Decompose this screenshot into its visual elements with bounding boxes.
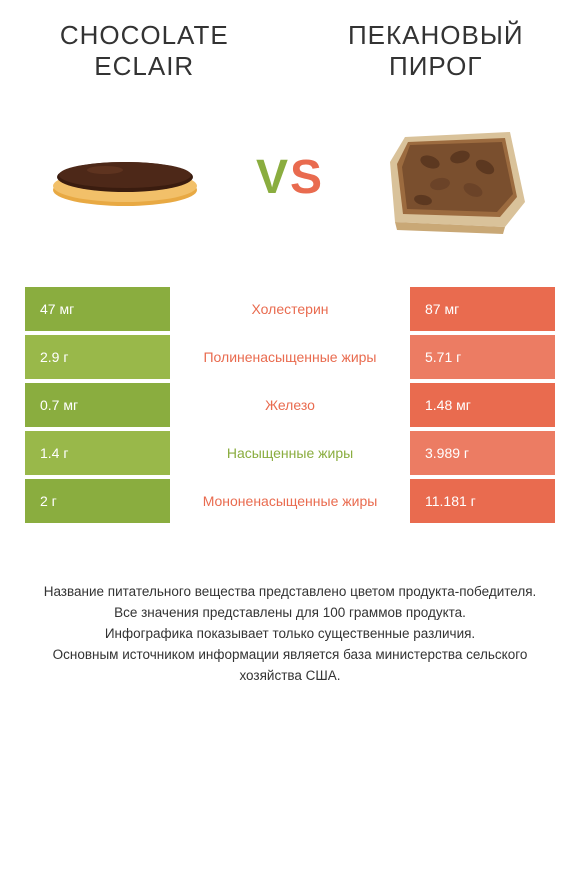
heading-right: ПЕКАНОВЫЙ ПИРОГ: [317, 20, 556, 82]
footer-line: Основным источником информации является …: [35, 645, 545, 687]
images-row: VS: [25, 112, 555, 242]
right-value-cell: 87 мг: [410, 287, 555, 331]
footer-line: Название питательного вещества представл…: [35, 582, 545, 603]
vs-v: V: [256, 151, 290, 204]
footer-line: Все значения представлены для 100 граммо…: [35, 603, 545, 624]
nutrient-label: Насыщенные жиры: [170, 431, 410, 475]
headings-row: CHOCOLATE ECLAIR ПЕКАНОВЫЙ ПИРОГ: [25, 20, 555, 82]
footer-text: Название питательного вещества представл…: [25, 582, 555, 687]
vs-s: S: [290, 151, 324, 204]
right-value-cell: 3.989 г: [410, 431, 555, 475]
nutrient-label: Железо: [170, 383, 410, 427]
right-value-cell: 1.48 мг: [410, 383, 555, 427]
comparison-table: 47 мгХолестерин87 мг2.9 гПолиненасыщенны…: [25, 287, 555, 527]
left-value-cell: 2 г: [25, 479, 170, 523]
comparison-row: 1.4 гНасыщенные жиры3.989 г: [25, 431, 555, 475]
right-value-cell: 11.181 г: [410, 479, 555, 523]
comparison-row: 2.9 гПолиненасыщенные жиры5.71 г: [25, 335, 555, 379]
eclair-image: [40, 112, 210, 242]
left-value-cell: 0.7 мг: [25, 383, 170, 427]
pecan-pie-image: [370, 112, 540, 242]
nutrient-label: Холестерин: [170, 287, 410, 331]
left-value-cell: 2.9 г: [25, 335, 170, 379]
heading-left: CHOCOLATE ECLAIR: [25, 20, 264, 82]
footer-line: Инфографика показывает только существенн…: [35, 624, 545, 645]
vs-label: VS: [256, 150, 324, 205]
comparison-row: 0.7 мгЖелезо1.48 мг: [25, 383, 555, 427]
right-value-cell: 5.71 г: [410, 335, 555, 379]
left-value-cell: 1.4 г: [25, 431, 170, 475]
comparison-row: 2 гМононенасыщенные жиры11.181 г: [25, 479, 555, 523]
nutrient-label: Полиненасыщенные жиры: [170, 335, 410, 379]
left-value-cell: 47 мг: [25, 287, 170, 331]
nutrient-label: Мононенасыщенные жиры: [170, 479, 410, 523]
comparison-row: 47 мгХолестерин87 мг: [25, 287, 555, 331]
